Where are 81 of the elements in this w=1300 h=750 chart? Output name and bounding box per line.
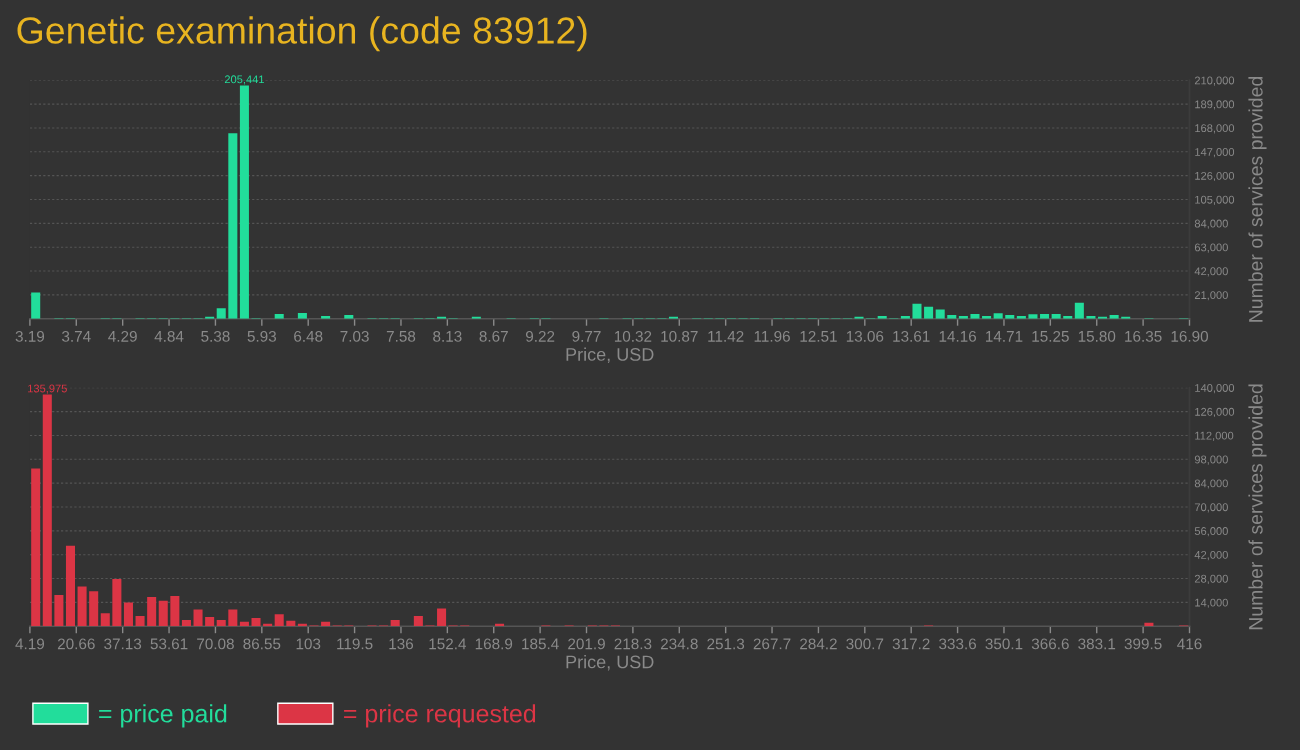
x-tick-label: 10.87 bbox=[661, 330, 698, 342]
y-tick-label: 84,000 bbox=[1194, 219, 1228, 229]
x-tick-label: 37.13 bbox=[104, 638, 142, 650]
legend-label: = price paid bbox=[99, 704, 227, 728]
x-tick-label: 15.80 bbox=[1078, 330, 1116, 342]
x-tick-label: 8.67 bbox=[479, 330, 508, 342]
x-tick-label: 4.29 bbox=[108, 330, 137, 342]
y-tick-label: 147,000 bbox=[1195, 148, 1235, 158]
x-tick-label: 284.2 bbox=[800, 638, 837, 650]
y-tick-label: 42,000 bbox=[1194, 550, 1228, 561]
x-tick-label: 11.42 bbox=[708, 330, 744, 342]
x-tick-label: 5.38 bbox=[201, 330, 230, 342]
y-tick-label: 28,000 bbox=[1194, 574, 1228, 584]
x-tick-label: 251.3 bbox=[707, 638, 745, 650]
y-tick-label: 168,000 bbox=[1195, 124, 1235, 134]
x-tick-label: 7.58 bbox=[386, 330, 416, 342]
x-tick-label: 136 bbox=[389, 638, 414, 650]
x-tick-label: 14.16 bbox=[939, 330, 977, 342]
x-tick-label: 86.55 bbox=[243, 638, 281, 650]
x-tick-label: 300.7 bbox=[846, 638, 884, 650]
x-tick-label: 10.32 bbox=[614, 330, 652, 342]
x-tick-label: 416 bbox=[1177, 638, 1202, 650]
data-label: 205,441 bbox=[224, 75, 264, 85]
x-tick-label: 152.4 bbox=[429, 638, 467, 650]
y-tick-label: 126,000 bbox=[1195, 407, 1235, 418]
x-axis-title: Price, USD bbox=[566, 655, 654, 671]
x-tick-label: 4.84 bbox=[154, 330, 184, 342]
x-tick-label: 218.3 bbox=[614, 638, 652, 650]
data-label: 135,975 bbox=[28, 384, 67, 394]
x-tick-label: 70.08 bbox=[197, 638, 234, 650]
x-tick-label: 119.5 bbox=[337, 638, 373, 650]
x-tick-label: 399.5 bbox=[1124, 638, 1162, 650]
y-tick-label: 42,000 bbox=[1194, 267, 1228, 277]
y-tick-label: 56,000 bbox=[1194, 527, 1228, 537]
y-tick-label: 105,000 bbox=[1195, 195, 1235, 205]
x-tick-label: 16.35 bbox=[1125, 330, 1162, 342]
x-tick-label: 3.19 bbox=[15, 330, 45, 342]
y-tick-label: 189,000 bbox=[1195, 100, 1235, 110]
x-tick-label: 12.51 bbox=[800, 330, 837, 342]
x-tick-label: 168.9 bbox=[475, 638, 513, 650]
x-tick-label: 350.1 bbox=[985, 638, 1023, 650]
y-axis-title: Number of services provided bbox=[1248, 77, 1267, 322]
y-tick-label: 70,000 bbox=[1194, 503, 1228, 513]
chart-title: Genetic examination (code 83912) bbox=[17, 16, 587, 52]
y-tick-label: 140,000 bbox=[1195, 384, 1235, 394]
x-tick-label: 53.61 bbox=[150, 638, 188, 650]
x-tick-label: 14.71 bbox=[986, 331, 1023, 342]
x-tick-label: 5.93 bbox=[247, 330, 277, 342]
x-tick-label: 8.13 bbox=[433, 330, 462, 342]
x-tick-label: 13.06 bbox=[846, 330, 884, 342]
x-tick-label: 20.66 bbox=[57, 638, 95, 650]
y-axis-title: Number of services provided bbox=[1248, 384, 1267, 630]
y-tick-label: 98,000 bbox=[1194, 455, 1228, 465]
x-tick-label: 11.96 bbox=[754, 330, 790, 342]
y-tick-label: 84,000 bbox=[1194, 479, 1228, 489]
x-axis-title: Price, USD bbox=[566, 347, 654, 363]
x-tick-label: 13.61 bbox=[893, 330, 930, 342]
x-tick-label: 6.48 bbox=[294, 330, 323, 342]
x-tick-label: 201.9 bbox=[568, 638, 605, 650]
x-tick-label: 7.03 bbox=[340, 330, 369, 342]
x-tick-label: 103 bbox=[296, 638, 321, 650]
x-tick-label: 333.6 bbox=[939, 638, 977, 650]
x-tick-label: 15.25 bbox=[1032, 330, 1069, 342]
y-tick-label: 63,000 bbox=[1194, 243, 1228, 253]
x-tick-label: 9.22 bbox=[525, 330, 555, 342]
x-tick-label: 3.74 bbox=[62, 330, 91, 342]
y-tick-label: 21,000 bbox=[1194, 291, 1228, 301]
x-tick-label: 16.90 bbox=[1171, 330, 1209, 342]
y-tick-label: 14,000 bbox=[1195, 598, 1228, 608]
x-tick-label: 267.7 bbox=[753, 638, 791, 650]
x-tick-label: 4.19 bbox=[15, 638, 45, 650]
x-tick-label: 234.8 bbox=[660, 638, 698, 650]
x-tick-label: 317.2 bbox=[892, 638, 930, 650]
y-tick-label: 112,000 bbox=[1195, 431, 1234, 441]
legend-label: = price requested bbox=[344, 704, 536, 728]
x-tick-label: 9.77 bbox=[572, 330, 601, 342]
x-tick-label: 383.1 bbox=[1078, 638, 1116, 650]
y-tick-label: 126,000 bbox=[1195, 171, 1235, 182]
y-tick-label: 210,000 bbox=[1194, 76, 1235, 86]
x-tick-label: 366.6 bbox=[1031, 638, 1069, 650]
x-tick-label: 185.4 bbox=[522, 638, 559, 650]
